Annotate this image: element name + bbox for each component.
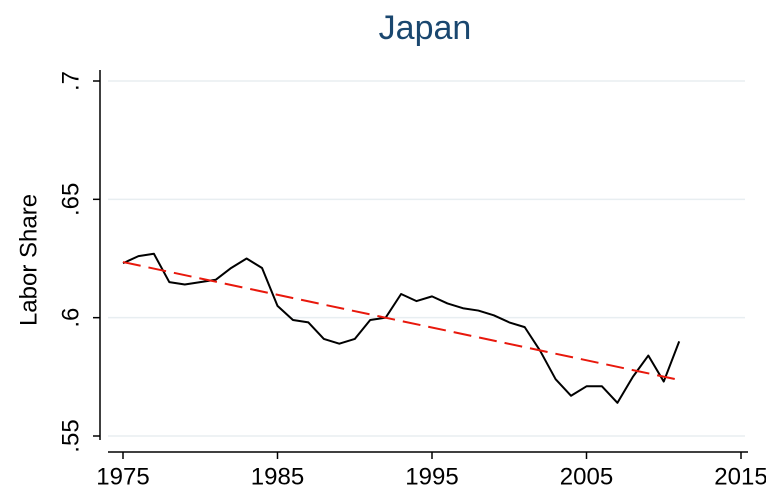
y-tick-label: .65 <box>57 183 84 216</box>
x-tick-label: 2015 <box>714 463 766 490</box>
y-tick-label: .55 <box>57 419 84 452</box>
y-axis-label: Labor Share <box>15 194 42 326</box>
x-tick-label: 1995 <box>405 463 458 490</box>
line-series <box>122 261 680 381</box>
y-tick-label: .7 <box>57 71 84 91</box>
x-tick-label: 1975 <box>96 463 149 490</box>
x-tick-label: 1985 <box>251 463 304 490</box>
y-tick-label: .6 <box>57 308 84 328</box>
line-series <box>122 252 681 404</box>
x-tick-label: 2005 <box>560 463 613 490</box>
chart-title: Japan <box>379 9 472 47</box>
